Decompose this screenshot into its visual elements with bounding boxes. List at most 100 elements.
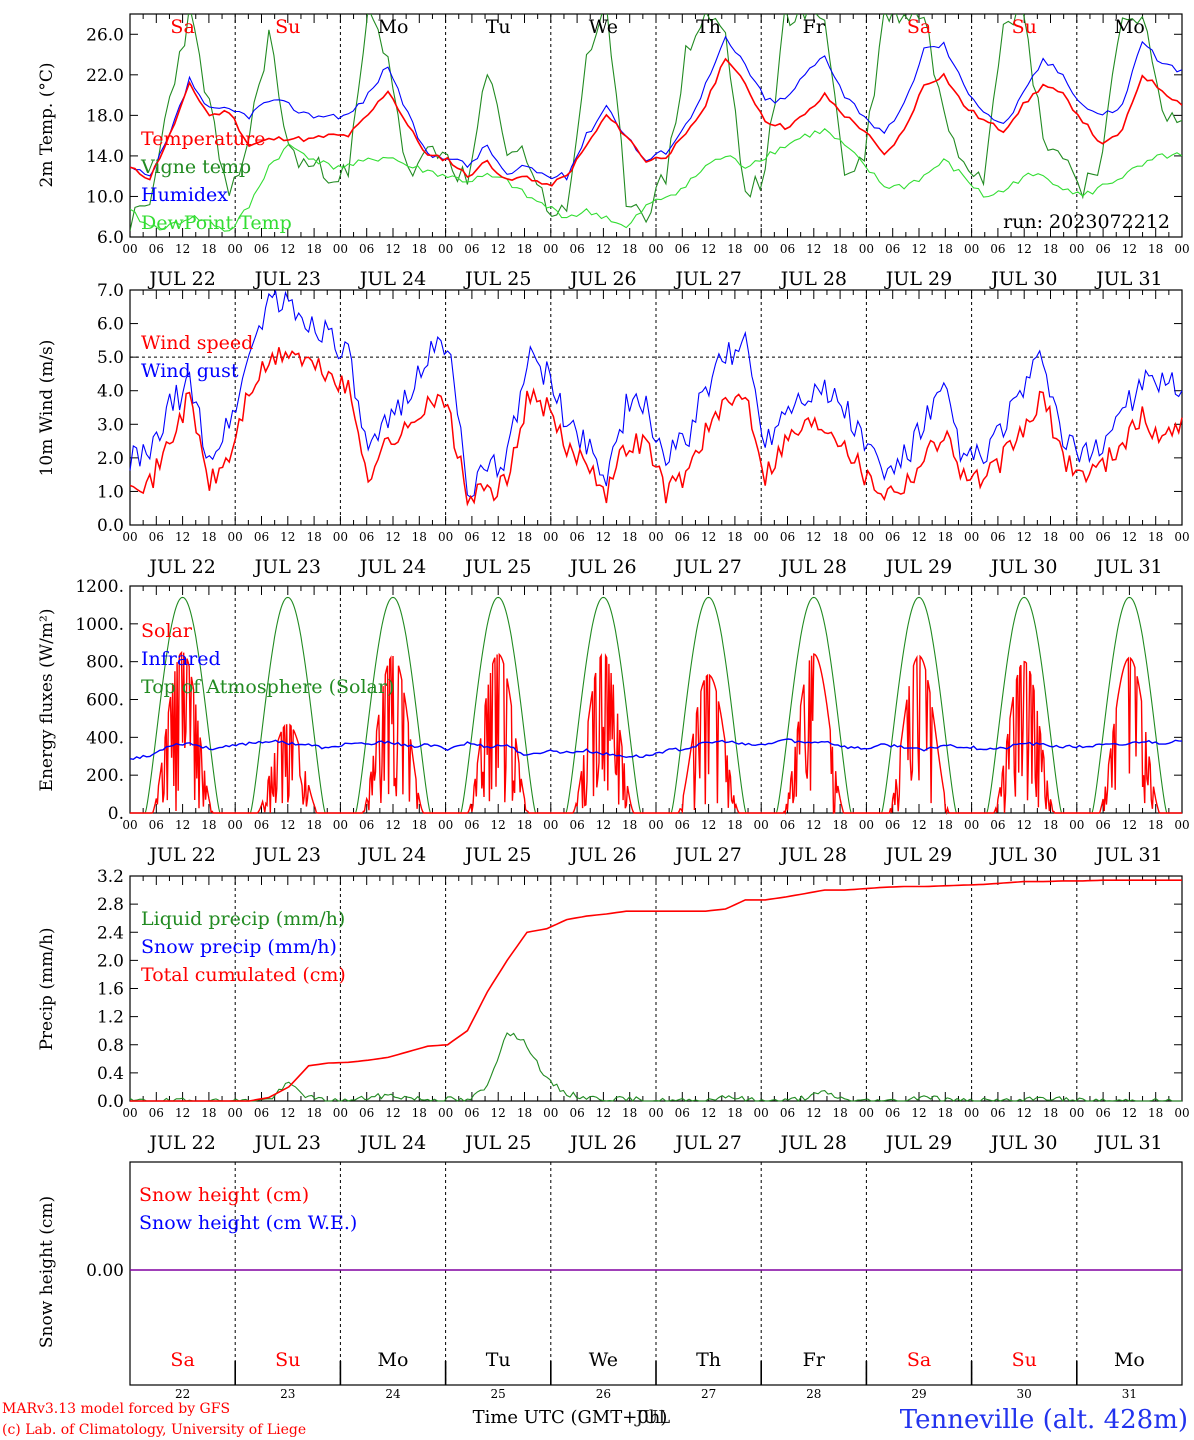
hour-tick-label: 18 — [306, 530, 321, 544]
day-number-label: 22 — [175, 1387, 190, 1401]
hour-tick-label: 12 — [491, 530, 506, 544]
hour-tick-label: 12 — [1017, 242, 1032, 256]
hour-tick-label: 00 — [648, 242, 663, 256]
y-tick-label: 0.0 — [97, 1092, 124, 1112]
hour-tick-label: 06 — [569, 530, 584, 544]
hour-tick-label: 18 — [1043, 242, 1058, 256]
hour-tick-label: 12 — [701, 818, 716, 832]
hour-tick-label: 00 — [1174, 242, 1189, 256]
hour-tick-label: 12 — [806, 1106, 821, 1120]
hour-tick-label: 06 — [780, 530, 795, 544]
hour-tick-label: 00 — [754, 818, 769, 832]
day-label: JUL 30 — [989, 1132, 1057, 1154]
hour-tick-label: 18 — [201, 530, 216, 544]
hour-tick-label: 18 — [1043, 1106, 1058, 1120]
series-line-infrared — [129, 738, 1183, 761]
day-number-label: 29 — [911, 1387, 926, 1401]
legend-entry: DewPoint Temp — [141, 212, 292, 234]
hour-tick-label: 00 — [1174, 818, 1189, 832]
series-line-wind-speed — [129, 347, 1183, 507]
day-label: JUL 29 — [884, 556, 952, 578]
snow-panel: 0.00 Snow height (cm) Snow height (cm) Snow… — [37, 1161, 1183, 1401]
day-label: JUL 31 — [1094, 844, 1162, 866]
hour-tick-label: 12 — [1017, 530, 1032, 544]
hour-tick-label: 18 — [622, 818, 637, 832]
hour-tick-label: 12 — [491, 818, 506, 832]
hour-tick-label: 12 — [1122, 530, 1137, 544]
hour-tick-label: 00 — [859, 530, 874, 544]
hour-tick-label: 12 — [385, 530, 400, 544]
hour-tick-label: 12 — [806, 818, 821, 832]
day-label: JUL 22 — [147, 1132, 215, 1154]
hour-tick-label: 18 — [832, 818, 847, 832]
hour-tick-label: 06 — [569, 1106, 584, 1120]
hour-tick-label: 00 — [543, 1106, 558, 1120]
plot-frame — [129, 13, 1183, 238]
hour-tick-label: 00 — [228, 242, 243, 256]
day-label: JUL 26 — [568, 844, 636, 866]
legend-entry: Top of Atmosphere (Solar) — [141, 676, 394, 698]
y-tick-label: 0. — [108, 804, 124, 824]
legend-entry: Temperature — [141, 128, 265, 150]
day-label: JUL 27 — [673, 844, 741, 866]
y-tick-label: 0.0 — [97, 516, 124, 536]
y-tick-label: 2.0 — [97, 951, 124, 971]
hour-tick-label: 18 — [727, 818, 742, 832]
y-tick-label: 3.2 — [97, 867, 124, 887]
y-tick-label: 400. — [86, 728, 124, 748]
hour-tick-label: 00 — [964, 1106, 979, 1120]
day-label: JUL 27 — [673, 556, 741, 578]
day-label: JUL 22 — [147, 556, 215, 578]
hour-tick-label: 06 — [569, 818, 584, 832]
y-tick-label: 800. — [86, 653, 124, 673]
weekday-label: Sa — [170, 16, 194, 38]
hour-tick-label: 18 — [517, 1106, 532, 1120]
weekday-label: Mo — [378, 1349, 409, 1371]
hour-tick-label: 06 — [464, 818, 479, 832]
weekday-label: Th — [696, 1349, 721, 1371]
y-tick-label: 2.0 — [97, 449, 124, 469]
hour-tick-label: 00 — [122, 818, 137, 832]
hour-tick-label: 00 — [964, 242, 979, 256]
model-credit: MARv3.13 model forced by GFS — [2, 1401, 230, 1417]
hour-tick-label: 12 — [1122, 242, 1137, 256]
day-label: JUL 25 — [463, 1132, 531, 1154]
precip-panel: 00 06 12 18 00 06 12 18 00 06 12 18 00 06 12 18 00 06 12 18… — [37, 867, 1190, 1154]
hour-tick-label: 18 — [832, 530, 847, 544]
y-axis-label: 2m Temp. (°C) — [37, 62, 57, 187]
weekday-label: Fr — [803, 16, 826, 38]
legend-entry: Solar — [141, 620, 193, 642]
hour-tick-label: 12 — [701, 530, 716, 544]
hour-tick-label: 00 — [333, 1106, 348, 1120]
day-label: JUL 28 — [779, 556, 847, 578]
hour-tick-label: 00 — [754, 530, 769, 544]
hour-tick-label: 00 — [228, 530, 243, 544]
hour-tick-label: 06 — [885, 818, 900, 832]
hour-tick-label: 12 — [911, 1106, 926, 1120]
legend-entry: Wind speed — [141, 332, 253, 354]
legend-entry: Wind gust — [141, 360, 239, 382]
hour-tick-label: 18 — [517, 818, 532, 832]
hour-tick-label: 06 — [464, 530, 479, 544]
series-line-humidex — [130, 35, 1182, 181]
series-line-total-cumulated — [130, 879, 1182, 1102]
hour-tick-label: 18 — [622, 242, 637, 256]
hour-tick-label: 18 — [306, 1106, 321, 1120]
hour-tick-label: 12 — [701, 1106, 716, 1120]
hour-tick-label: 00 — [543, 818, 558, 832]
legend-entry: Vigne temp — [140, 156, 251, 178]
hour-tick-label: 18 — [1043, 818, 1058, 832]
hour-tick-label: 00 — [754, 1106, 769, 1120]
hour-tick-label: 18 — [1148, 1106, 1163, 1120]
y-axis-label: Energy fluxes (W/m²) — [37, 609, 57, 792]
hour-tick-label: 12 — [385, 818, 400, 832]
hour-tick-label: 06 — [885, 1106, 900, 1120]
y-tick-label: 2.4 — [97, 923, 124, 943]
series-line-vigne-temp — [130, 14, 1182, 231]
hour-tick-label: 00 — [122, 1106, 137, 1120]
hour-tick-label: 00 — [228, 1106, 243, 1120]
series-line-solar — [130, 650, 1182, 815]
hour-tick-label: 00 — [333, 242, 348, 256]
legend-entry: Snow height (cm W.E.) — [139, 1212, 357, 1234]
hour-tick-label: 06 — [254, 530, 269, 544]
